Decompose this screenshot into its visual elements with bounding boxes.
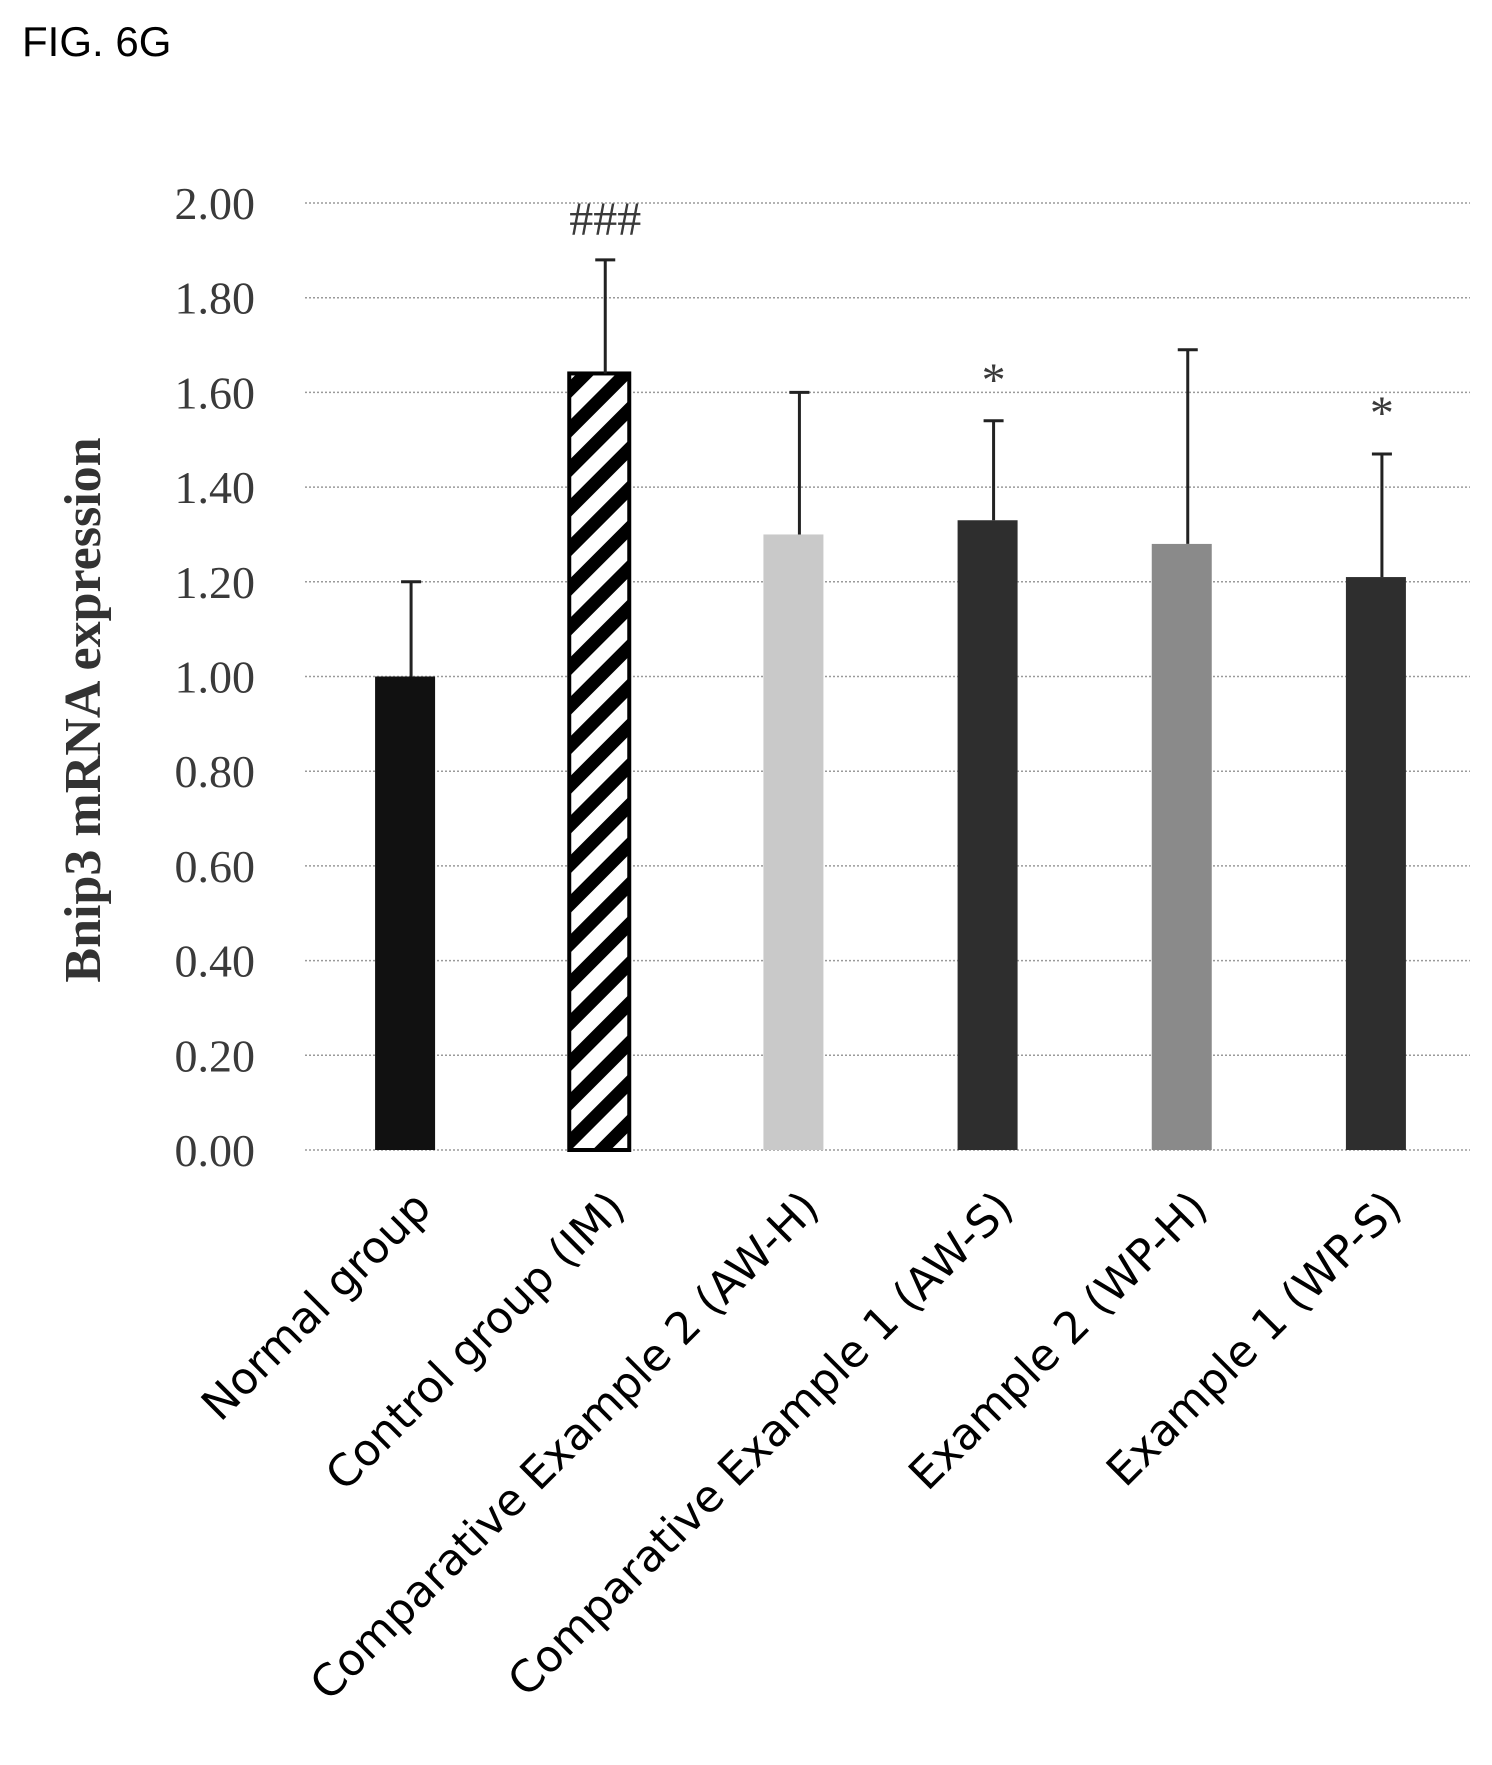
- significance-mark: *: [1370, 387, 1394, 440]
- significance-mark: ###: [569, 193, 641, 246]
- significance-marks: ### * *: [569, 193, 1394, 440]
- gridlines: [305, 202, 1470, 1151]
- y-tick-label: 0.60: [175, 841, 256, 892]
- bar: [375, 676, 436, 1150]
- bar: [957, 520, 1018, 1150]
- y-tick-label: 0.80: [175, 746, 256, 797]
- y-tick-label: 0.00: [175, 1125, 256, 1176]
- significance-mark: *: [982, 354, 1006, 407]
- y-tick-label: 1.60: [175, 367, 256, 418]
- y-tick-labels: 0.00 0.20 0.40 0.60 0.80 1.00 1.20 1.40 1.60 1.80…: [175, 178, 256, 1176]
- y-tick-label: 1.20: [175, 557, 256, 608]
- y-tick-label: 0.20: [175, 1030, 256, 1081]
- bars: [375, 371, 1406, 1152]
- y-tick-label: 0.40: [175, 936, 256, 987]
- y-tick-label: 1.00: [175, 652, 256, 703]
- figure-label: FIG. 6G: [22, 18, 172, 65]
- bar: [1345, 577, 1406, 1150]
- y-tick-label: 1.40: [175, 462, 256, 513]
- bar: [1151, 543, 1212, 1150]
- y-axis-label: Bnip3 mRNA expression: [55, 437, 112, 982]
- error-bars: [401, 258, 1392, 677]
- y-tick-label: 2.00: [175, 178, 256, 229]
- y-tick-label: 1.80: [175, 273, 256, 324]
- bar: [763, 534, 824, 1150]
- bar: [567, 371, 632, 1152]
